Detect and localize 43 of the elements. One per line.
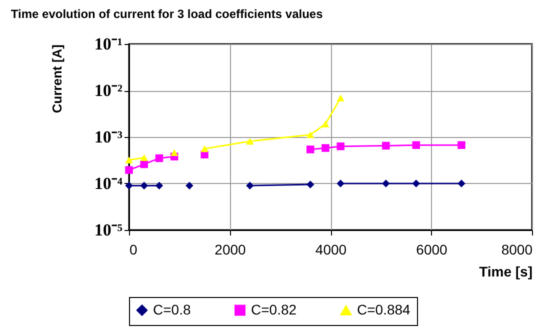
point: [458, 141, 466, 149]
x-axis-title: Time [s]: [479, 264, 532, 280]
point: [336, 142, 344, 150]
point: [336, 94, 344, 102]
y-tick-label: 10⁻²: [94, 81, 122, 100]
point: [155, 182, 164, 190]
point: [322, 144, 330, 152]
point: [170, 149, 178, 156]
x-tick-label: 2000: [214, 242, 246, 258]
legend-label: C=0.82: [251, 301, 297, 318]
point: [200, 145, 208, 152]
point: [412, 141, 420, 149]
point: [306, 131, 314, 138]
point: [336, 180, 344, 188]
point: [306, 180, 314, 188]
point: [125, 156, 133, 164]
legend-label: C=0.8: [153, 301, 191, 318]
y-tick-label: 10⁻¹: [94, 34, 122, 54]
y-tick-label: 10⁻⁵: [94, 220, 122, 240]
point: [186, 182, 194, 190]
point: [382, 180, 390, 188]
point: [125, 166, 133, 174]
y-axis-title: Current [A]: [49, 44, 64, 114]
point: [322, 120, 330, 128]
legend-label: C=0.884: [357, 302, 411, 318]
x-tick-label: 6000: [416, 242, 448, 258]
point: [140, 160, 148, 168]
point: [140, 154, 148, 161]
point: [306, 146, 314, 154]
x-tick-label: 0: [130, 242, 138, 258]
point: [412, 180, 420, 188]
point: [125, 182, 133, 190]
y-tick-label: 10⁻³: [94, 128, 122, 146]
point: [155, 154, 164, 162]
x-tick-label: 8000: [501, 242, 533, 258]
point: [382, 142, 390, 150]
point: [246, 138, 254, 145]
chart-title: Time evolution of current for 3 load coefficients values: [10, 7, 324, 21]
point: [458, 180, 466, 188]
point: [140, 182, 148, 190]
y-tick-label: 10⁻⁴: [94, 174, 122, 193]
point: [246, 182, 254, 190]
x-tick-label: 4000: [315, 242, 347, 258]
